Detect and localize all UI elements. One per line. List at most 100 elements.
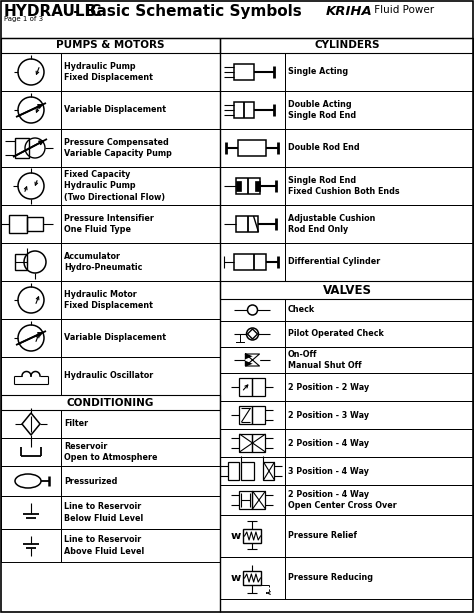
Text: VALVES: VALVES (322, 283, 372, 297)
Bar (61, 357, 220, 395)
Bar (220, 401, 285, 429)
Bar (61, 438, 220, 466)
Text: Pilot Operated Check: Pilot Operated Check (288, 330, 384, 338)
Bar (1, 466, 61, 496)
Bar (61, 496, 220, 529)
Bar (1, 91, 61, 129)
Text: w: w (230, 531, 241, 541)
Bar (220, 557, 285, 599)
Text: On-Off
Manual Shut Off: On-Off Manual Shut Off (288, 350, 362, 370)
Bar (220, 373, 285, 401)
Text: Differential Cylinder: Differential Cylinder (288, 257, 380, 267)
Bar (253, 406, 265, 424)
Bar (255, 181, 261, 191)
Bar (9, 215, 27, 233)
Bar (1, 281, 61, 319)
Text: Variable Displacement: Variable Displacement (64, 105, 166, 115)
Text: 3 Position - 4 Way: 3 Position - 4 Way (288, 466, 369, 476)
Bar (220, 429, 285, 457)
Bar (61, 319, 220, 357)
Bar (1, 438, 61, 466)
Text: Double Rod End: Double Rod End (288, 143, 360, 153)
Text: Fluid Power: Fluid Power (371, 5, 434, 15)
Bar (220, 167, 285, 205)
Bar (285, 91, 473, 129)
Text: Filter: Filter (64, 419, 88, 428)
Text: Fixed Capacity
Hydraulic Pump
(Two Directional Flow): Fixed Capacity Hydraulic Pump (Two Direc… (64, 170, 165, 202)
Bar (61, 410, 220, 438)
Bar (1, 529, 61, 562)
Text: Pressure Compensated
Variable Capacity Pump: Pressure Compensated Variable Capacity P… (64, 138, 172, 158)
Bar (285, 373, 473, 401)
Text: Reservoir
Open to Atmosphere: Reservoir Open to Atmosphere (64, 442, 157, 462)
Bar (235, 254, 266, 270)
Bar (285, 347, 473, 373)
Text: w: w (230, 573, 241, 583)
Bar (285, 457, 473, 485)
Bar (285, 321, 473, 347)
Text: Hydraulic Pump
Fixed Displacement: Hydraulic Pump Fixed Displacement (64, 62, 153, 82)
Bar (253, 378, 265, 396)
Text: Single Acting: Single Acting (288, 67, 348, 77)
Text: Single Rod End
Fixed Cushion Both Ends: Single Rod End Fixed Cushion Both Ends (288, 176, 400, 196)
Bar (241, 462, 255, 480)
Text: Accumulator
Hydro-Pneumatic: Accumulator Hydro-Pneumatic (64, 252, 142, 272)
Polygon shape (246, 354, 259, 366)
Bar (1, 38, 220, 53)
Bar (15, 254, 27, 270)
Bar (61, 129, 220, 167)
Text: Hydraulic Motor
Fixed Displacement: Hydraulic Motor Fixed Displacement (64, 290, 153, 310)
Bar (61, 53, 220, 91)
Bar (237, 181, 241, 191)
Bar (1, 53, 61, 91)
Bar (61, 281, 220, 319)
Bar (220, 457, 285, 485)
Bar (61, 167, 220, 205)
Bar (285, 167, 473, 205)
Bar (220, 53, 285, 91)
Bar (220, 321, 285, 347)
Text: Pressure Intensifier
One Fluid Type: Pressure Intensifier One Fluid Type (64, 214, 154, 234)
Bar (285, 401, 473, 429)
Bar (238, 140, 266, 156)
Bar (239, 434, 253, 452)
Bar (1, 243, 61, 281)
Text: Page 1 of 3: Page 1 of 3 (4, 16, 43, 22)
Text: Line to Reservoir
Below Fluid Level: Line to Reservoir Below Fluid Level (64, 503, 143, 522)
Text: Pressurized: Pressurized (64, 476, 118, 485)
Text: PUMPS & MOTORS: PUMPS & MOTORS (56, 40, 164, 50)
Bar (1, 167, 61, 205)
Text: Pressure Reducing: Pressure Reducing (288, 574, 373, 582)
Bar (228, 462, 239, 480)
Bar (61, 466, 220, 496)
Bar (220, 347, 285, 373)
Bar (253, 491, 265, 509)
Bar (239, 406, 253, 424)
Bar (220, 205, 285, 243)
Bar (220, 485, 285, 515)
Bar (15, 138, 29, 158)
Bar (61, 91, 220, 129)
Text: KRIHA: KRIHA (326, 5, 373, 18)
Bar (237, 216, 258, 232)
Text: Double Acting
Single Rod End: Double Acting Single Rod End (288, 100, 356, 120)
Bar (285, 485, 473, 515)
Bar (253, 434, 265, 452)
Text: CYLINDERS: CYLINDERS (314, 40, 380, 50)
Text: 2 Position - 2 Way: 2 Position - 2 Way (288, 383, 369, 392)
Bar (1, 319, 61, 357)
Bar (1, 496, 61, 529)
Bar (264, 462, 274, 480)
Bar (220, 299, 285, 321)
Bar (220, 91, 285, 129)
Bar (61, 243, 220, 281)
Bar (27, 217, 43, 231)
Bar (244, 529, 262, 543)
Bar (220, 243, 285, 281)
Bar (285, 243, 473, 281)
Text: Check: Check (288, 305, 315, 314)
Bar (285, 205, 473, 243)
Bar (1, 205, 61, 243)
Text: CONDITIONING: CONDITIONING (66, 397, 154, 408)
Text: 2 Position - 4 Way: 2 Position - 4 Way (288, 438, 369, 447)
